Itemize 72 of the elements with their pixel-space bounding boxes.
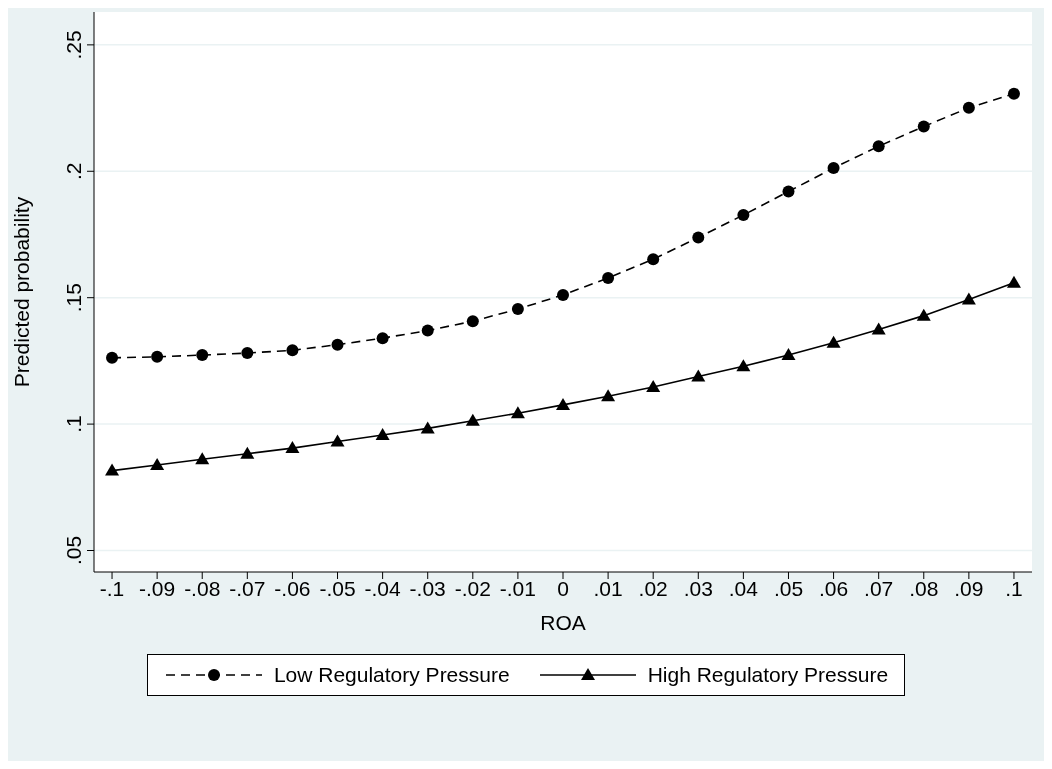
legend-label: Low Regulatory Pressure bbox=[273, 663, 510, 687]
point bbox=[196, 349, 209, 362]
point bbox=[961, 292, 976, 305]
point bbox=[375, 427, 390, 440]
point bbox=[871, 322, 886, 335]
point bbox=[420, 421, 435, 434]
x-tick-label: -.1 bbox=[99, 576, 125, 600]
point bbox=[240, 446, 255, 459]
point bbox=[1006, 275, 1021, 288]
x-tick-label: .1 bbox=[1005, 576, 1023, 600]
point bbox=[1007, 87, 1020, 100]
point bbox=[330, 434, 345, 447]
x-tick-label: -.01 bbox=[499, 576, 536, 600]
x-tick-label: .04 bbox=[728, 576, 759, 600]
point bbox=[511, 303, 524, 316]
point bbox=[195, 452, 210, 465]
point bbox=[916, 308, 931, 321]
point bbox=[510, 406, 525, 419]
point bbox=[736, 359, 751, 372]
x-tick-label: .01 bbox=[593, 576, 623, 600]
point bbox=[151, 350, 164, 363]
x-tick-label: .06 bbox=[818, 576, 849, 600]
point bbox=[106, 351, 119, 364]
y-tick-label: .05 bbox=[62, 535, 85, 566]
x-tick-label: -.02 bbox=[454, 576, 491, 600]
x-tick-label: -.03 bbox=[409, 576, 446, 600]
point bbox=[466, 315, 479, 328]
y-axis-title: Predicted probability bbox=[10, 196, 34, 388]
point bbox=[376, 332, 389, 345]
point bbox=[286, 344, 299, 357]
legend-label: High Regulatory Pressure bbox=[647, 663, 889, 687]
point bbox=[647, 253, 660, 266]
point bbox=[150, 458, 165, 471]
point bbox=[691, 369, 706, 382]
point bbox=[737, 209, 750, 222]
point bbox=[602, 271, 615, 284]
point bbox=[557, 288, 569, 301]
point bbox=[105, 463, 120, 476]
point bbox=[781, 348, 796, 361]
point bbox=[646, 379, 661, 392]
x-tick-label: -.04 bbox=[364, 576, 402, 600]
x-tick-label: -.07 bbox=[229, 576, 266, 600]
point bbox=[782, 185, 795, 198]
point bbox=[917, 120, 930, 133]
x-tick-label: -.09 bbox=[139, 576, 176, 600]
x-tick-label: .07 bbox=[864, 576, 894, 600]
x-tick-label: .02 bbox=[638, 576, 668, 600]
point bbox=[962, 101, 975, 114]
point bbox=[556, 397, 570, 410]
x-tick-label: .05 bbox=[773, 576, 804, 600]
x-tick-label: -.08 bbox=[184, 576, 221, 600]
y-tick-label: .2 bbox=[62, 162, 85, 181]
point bbox=[285, 441, 300, 454]
point bbox=[241, 347, 254, 360]
y-tick-label: .1 bbox=[62, 415, 85, 433]
x-tick-label: .09 bbox=[954, 576, 984, 600]
point bbox=[601, 389, 616, 402]
point bbox=[331, 338, 344, 351]
x-tick-label: -.05 bbox=[319, 576, 356, 600]
point bbox=[827, 161, 840, 174]
point bbox=[872, 140, 885, 153]
point bbox=[465, 413, 480, 426]
point bbox=[826, 335, 841, 348]
point bbox=[421, 324, 434, 337]
x-tick-label: -.06 bbox=[274, 576, 311, 600]
x-axis-title: ROA bbox=[540, 611, 586, 634]
x-tick-label: .08 bbox=[909, 576, 939, 600]
point bbox=[692, 231, 705, 244]
y-tick-label: .25 bbox=[62, 30, 85, 60]
x-tick-label: 0 bbox=[557, 576, 569, 600]
y-tick-label: .15 bbox=[62, 283, 85, 313]
x-tick-label: .03 bbox=[683, 576, 713, 600]
